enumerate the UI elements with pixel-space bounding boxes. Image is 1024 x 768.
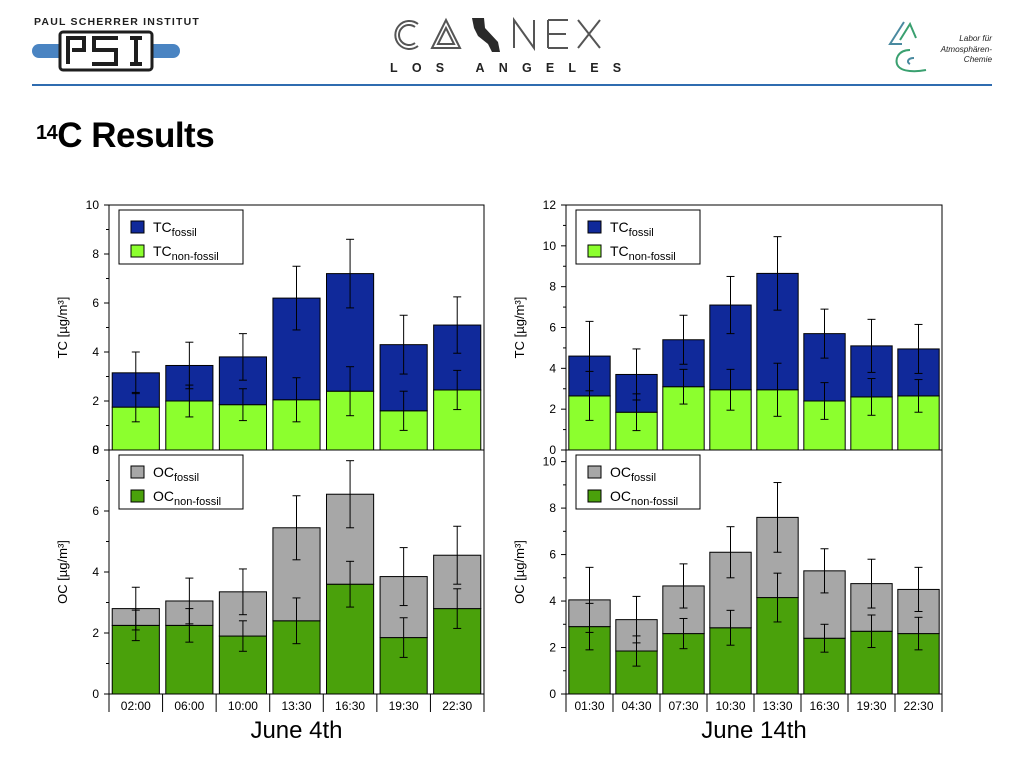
legend-swatch — [130, 489, 145, 503]
chart-panel-left-top: 0 2 4 6 8 10 TC [µg/m³] TCfossil TCnon-fossil — [55, 198, 485, 457]
y-tick-label: 10 — [86, 198, 100, 212]
title-superscript: 14 — [36, 122, 58, 144]
y-tick-label: 6 — [549, 321, 556, 335]
y-axis-label: OC [µg/m³] — [512, 540, 527, 604]
legend-label: TCfossil — [610, 219, 654, 239]
lac-line-3: Chemie — [963, 55, 992, 64]
lac-line-1: Labor für — [959, 34, 992, 43]
x-tick-label: 10:30 — [715, 699, 745, 713]
legend-label: OCnon-fossil — [153, 488, 221, 508]
y-axis-label: OC [µg/m³] — [55, 540, 70, 604]
y-tick-label: 4 — [549, 361, 556, 375]
calnex-logo — [394, 16, 601, 52]
x-tick-label: 16:30 — [335, 699, 365, 713]
y-tick-label: 0 — [549, 687, 556, 701]
x-tick-label: 04:30 — [621, 699, 651, 713]
x-tick-label: 01:30 — [574, 699, 604, 713]
y-tick-label: 4 — [92, 565, 99, 579]
x-tick-label: 10:00 — [228, 699, 258, 713]
y-tick-label: 8 — [92, 247, 99, 261]
y-tick-label: 10 — [543, 455, 557, 469]
x-tick-label: 13:30 — [281, 699, 311, 713]
y-tick-label: 0 — [549, 443, 556, 457]
y-tick-label: 12 — [543, 198, 557, 212]
lac-logo — [888, 21, 927, 73]
x-tick-label: 22:30 — [442, 699, 472, 713]
title-text: C Results — [57, 116, 215, 155]
y-tick-label: 4 — [92, 345, 99, 359]
lac-line-2: Atmosphären- — [940, 44, 992, 54]
legend-swatch — [130, 220, 145, 234]
chart-panel-right-bottom: 0 2 4 6 8 10 OC [µg/m³] OCfossil OCnon-fossil 01:… — [512, 449, 943, 744]
y-tick-label: 6 — [549, 548, 556, 562]
legend-swatch — [587, 220, 602, 234]
y-tick-label: 2 — [549, 402, 556, 416]
y-tick-label: 2 — [92, 626, 99, 640]
x-tick-label: 16:30 — [809, 699, 839, 713]
y-tick-label: 8 — [549, 501, 556, 515]
legend-swatch — [587, 244, 602, 258]
legend-label: OCfossil — [153, 464, 199, 484]
x-tick-label: 13:30 — [762, 699, 792, 713]
x-tick-label: 07:30 — [668, 699, 698, 713]
y-tick-label: 2 — [92, 394, 99, 408]
y-tick-label: 8 — [92, 443, 99, 457]
psi-logo — [32, 30, 180, 72]
y-tick-label: 6 — [92, 504, 99, 518]
slide-title: 14C Results — [36, 115, 215, 157]
x-tick-label: 19:30 — [389, 699, 419, 713]
y-tick-label: 6 — [92, 296, 99, 310]
x-tick-label: 19:30 — [856, 699, 886, 713]
legend-label: TCnon-fossil — [610, 243, 676, 263]
legend-label: OCnon-fossil — [610, 488, 678, 508]
calnex-subtitle: LOS ANGELES — [390, 61, 636, 75]
psi-org-name: PAUL SCHERRER INSTITUT — [34, 16, 201, 28]
legend-label: TCnon-fossil — [153, 243, 219, 263]
slide-header: PAUL SCHERRER INSTITUT LOS ANGELES Labor… — [0, 0, 1024, 88]
lac-institute-name: Labor für Atmosphären- Chemie — [920, 34, 992, 66]
x-tick-label: 22:30 — [903, 699, 933, 713]
chart-panel-right-top: 0 2 4 6 8 10 12 TC [µg/m³] TCfossil TCnon-fossil — [512, 198, 943, 457]
legend-swatch — [130, 244, 145, 258]
y-tick-label: 2 — [549, 641, 556, 655]
x-axis-title: June 4th — [250, 717, 342, 744]
x-tick-label: 02:00 — [121, 699, 151, 713]
y-tick-label: 0 — [92, 687, 99, 701]
y-axis-label: TC [µg/m³] — [55, 297, 70, 359]
y-tick-label: 8 — [549, 280, 556, 294]
x-axis-title: June 14th — [701, 717, 806, 744]
legend-swatch — [130, 465, 145, 479]
legend-swatch — [587, 465, 602, 479]
chart-panel-left-bottom: 0 2 4 6 8 OC [µg/m³] OCfossil OCnon-fossil 02:00… — [55, 443, 485, 744]
y-axis-label: TC [µg/m³] — [512, 297, 527, 359]
y-tick-label: 4 — [549, 594, 556, 608]
header-rule — [32, 84, 992, 86]
bar-ocnon-fossil — [756, 597, 799, 695]
legend-label: OCfossil — [610, 464, 656, 484]
x-tick-label: 06:00 — [174, 699, 204, 713]
legend-swatch — [587, 489, 602, 503]
legend-label: TCfossil — [153, 219, 197, 239]
y-tick-label: 10 — [543, 239, 557, 253]
y-tick-label: 0 — [92, 443, 99, 457]
